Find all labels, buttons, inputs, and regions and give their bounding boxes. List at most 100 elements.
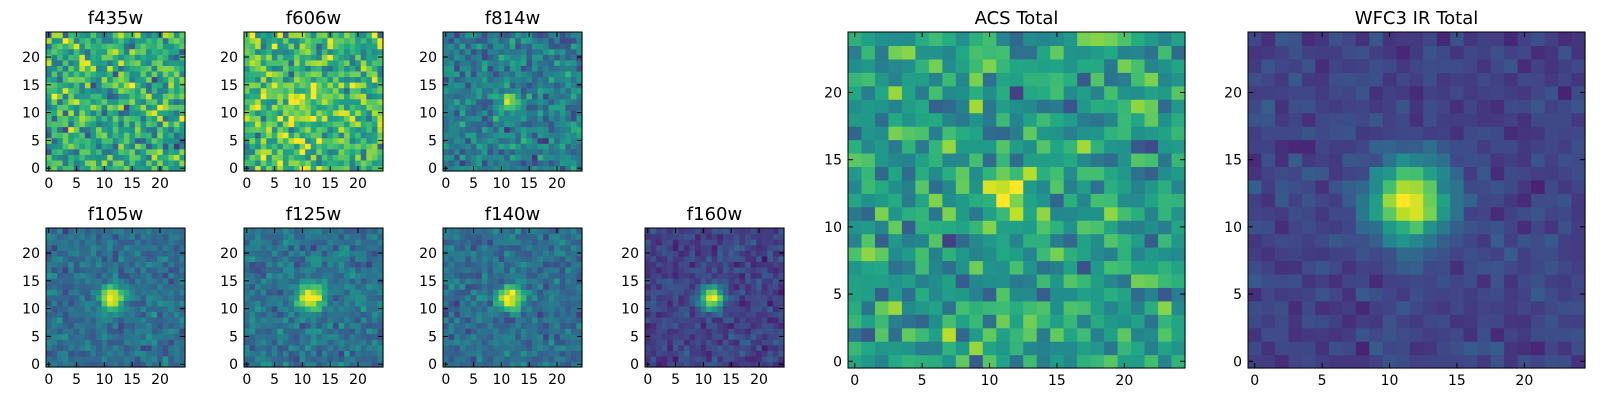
heatmap-cell xyxy=(465,65,472,72)
heatmap-cell xyxy=(700,339,707,346)
heatmap-cell xyxy=(321,328,328,335)
heatmap-cell xyxy=(531,322,539,329)
heatmap-cell xyxy=(1131,233,1146,248)
heatmap-cell xyxy=(772,250,780,257)
heatmap-cell xyxy=(565,350,572,357)
heatmap-cell xyxy=(537,328,544,335)
heatmap-cell xyxy=(151,328,158,335)
heatmap-cell xyxy=(327,104,334,111)
heatmap-cell xyxy=(504,120,511,128)
heatmap-cell xyxy=(107,76,114,83)
heatmap-cell xyxy=(1171,247,1186,262)
heatmap-cell xyxy=(448,233,455,240)
heatmap-cell xyxy=(509,59,516,66)
heatmap-cell xyxy=(349,165,356,172)
heatmap-cell xyxy=(778,255,785,262)
heatmap-cell xyxy=(371,355,379,363)
heatmap-cell xyxy=(146,255,153,262)
heatmap-cell xyxy=(316,355,323,363)
heatmap-cell xyxy=(244,300,251,307)
heatmap-cell xyxy=(509,305,516,312)
heatmap-cell xyxy=(717,266,724,274)
heatmap-cell xyxy=(134,311,142,318)
heatmap-cell xyxy=(173,355,181,363)
heatmap-cell xyxy=(955,300,970,315)
heatmap-cell xyxy=(772,300,780,307)
heatmap-cell xyxy=(112,76,119,83)
heatmap-cell xyxy=(1050,341,1065,356)
heatmap-cell xyxy=(543,316,550,324)
heatmap-cell xyxy=(294,283,301,290)
heatmap-cell xyxy=(277,65,284,72)
heatmap-cell xyxy=(733,322,741,329)
heatmap-cell xyxy=(260,70,267,78)
heatmap-cell xyxy=(493,115,500,122)
heatmap-cell xyxy=(465,294,472,301)
heatmap-cell xyxy=(316,48,323,55)
heatmap-cell xyxy=(151,159,158,167)
heatmap-cell xyxy=(299,333,306,340)
heatmap-cell xyxy=(476,305,483,312)
heatmap-cell xyxy=(151,255,158,262)
heatmap-cell xyxy=(338,289,345,296)
heatmap-cell xyxy=(470,333,477,340)
heatmap-cell xyxy=(151,76,158,83)
heatmap-cell xyxy=(493,255,500,262)
heatmap-cell xyxy=(73,98,80,105)
heatmap-cell xyxy=(493,339,500,346)
heatmap-cell xyxy=(520,272,527,279)
heatmap-cell xyxy=(1171,260,1186,275)
heatmap-cell xyxy=(861,300,876,315)
heatmap-cell xyxy=(443,239,450,246)
heatmap-cell xyxy=(493,239,500,246)
heatmap-cell xyxy=(299,59,306,66)
heatmap-cell xyxy=(667,322,674,329)
heatmap-cell xyxy=(162,159,169,167)
heatmap-cell xyxy=(1171,220,1186,235)
heatmap-cell xyxy=(51,278,58,285)
heatmap-cell xyxy=(107,339,114,346)
heatmap-cell xyxy=(249,120,256,128)
heatmap-cell xyxy=(366,261,373,268)
heatmap-cell xyxy=(454,109,461,116)
heatmap-cell xyxy=(750,333,757,340)
heatmap-cell xyxy=(470,339,477,346)
heatmap-cell xyxy=(271,244,278,251)
heatmap-cell xyxy=(310,350,317,357)
y-tick-label: 5 xyxy=(229,133,238,149)
heatmap-cell xyxy=(249,278,256,285)
heatmap-cell xyxy=(118,37,125,44)
heatmap-cell xyxy=(1090,166,1105,181)
heatmap-cell xyxy=(476,278,483,285)
axes-frame xyxy=(644,227,785,368)
heatmap-cell xyxy=(942,300,957,315)
heatmap-cell xyxy=(1023,354,1038,369)
heatmap-cell xyxy=(750,272,757,279)
heatmap-cell xyxy=(310,344,317,351)
heatmap-cell xyxy=(711,233,718,240)
heatmap-cell xyxy=(565,137,572,144)
heatmap-cell xyxy=(548,115,555,122)
heatmap-cell xyxy=(493,159,500,167)
heatmap-cell xyxy=(338,361,345,368)
heatmap-cell xyxy=(565,109,572,116)
heatmap-cell xyxy=(338,339,345,346)
heatmap-cell xyxy=(570,261,578,268)
heatmap-cell xyxy=(266,70,273,78)
heatmap-cell xyxy=(46,261,53,268)
heatmap-cell xyxy=(271,148,278,155)
heatmap-cell xyxy=(481,239,489,246)
heatmap-cell xyxy=(316,165,323,172)
heatmap-cell xyxy=(310,316,317,324)
heatmap-cell xyxy=(327,316,334,324)
heatmap-cell xyxy=(1050,314,1065,329)
heatmap-cell xyxy=(51,244,58,251)
heatmap-cell xyxy=(344,104,351,111)
heatmap-cell xyxy=(554,300,561,307)
heatmap-cell xyxy=(448,261,455,268)
heatmap-cell xyxy=(62,109,69,116)
heatmap-cell xyxy=(465,159,472,167)
heatmap-cell xyxy=(244,132,251,139)
heatmap-cell xyxy=(928,300,943,315)
